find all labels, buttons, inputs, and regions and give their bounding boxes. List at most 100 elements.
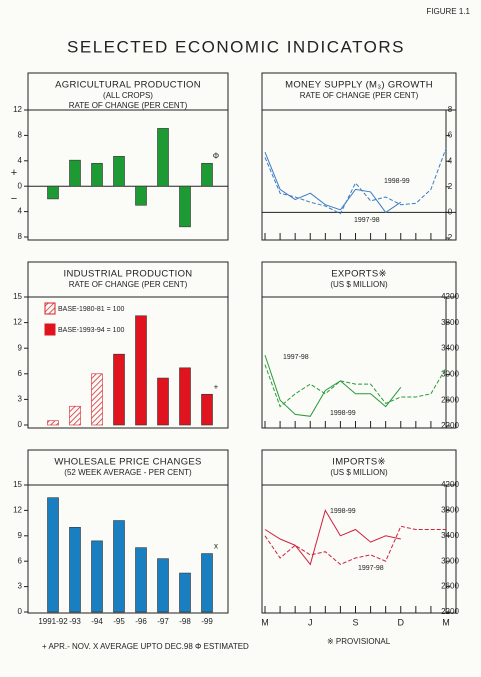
series-line [264, 152, 402, 214]
series-label: 1997-98 [358, 565, 384, 572]
footnote: + APR.- NOV. X AVERAGE UPTO DEC.98 Φ EST… [42, 642, 249, 651]
series-line [264, 148, 447, 215]
y-tick-label: 3 [18, 395, 23, 404]
x-tick-label: -94 [91, 617, 103, 626]
series-line [264, 364, 447, 408]
bar [113, 520, 125, 613]
bar-marker: x [214, 542, 218, 551]
bar [179, 185, 191, 228]
y-tick-label: 3800 [441, 506, 459, 515]
bar [157, 558, 169, 613]
panel-frame [261, 261, 457, 429]
x-tick-label: S [352, 617, 358, 627]
panel-subtitle: (52 WEEK AVERAGE - PER CENT) [64, 468, 192, 477]
sign-label: − [11, 193, 17, 205]
bar [113, 353, 125, 426]
legend-swatch [44, 323, 56, 336]
x-tick-label: -99 [201, 617, 213, 626]
panel-subtitle: (US $ MILLION) [330, 280, 388, 289]
bar [47, 420, 59, 426]
bar [113, 156, 125, 187]
x-tick-label: M [261, 617, 269, 627]
x-tick-label: -96 [135, 617, 147, 626]
series-label: 1997-98 [354, 217, 380, 224]
y-tick-label: 15 [13, 292, 22, 301]
x-tick-label: -93 [69, 617, 81, 626]
y-tick-label: 8 [18, 232, 23, 241]
bar [135, 185, 147, 206]
panel-title: INDUSTRIAL PRODUCTION [64, 269, 193, 280]
bar [91, 540, 103, 613]
y-tick-label: 0 [18, 181, 23, 190]
panel-frame [261, 449, 457, 614]
bar [135, 315, 147, 426]
bar [135, 547, 147, 613]
x-tick-label: M [442, 617, 450, 627]
y-tick-label: 9 [18, 531, 23, 540]
panel-title: IMPORTS※ [332, 457, 385, 468]
y-tick-label: 3000 [441, 370, 459, 379]
bar [91, 163, 103, 187]
y-tick-label: 3800 [441, 318, 459, 327]
y-tick-label: 12 [13, 318, 22, 327]
y-tick-label: 0 [18, 607, 23, 616]
figure-number: FIGURE 1.1 [426, 7, 470, 16]
series-line [264, 525, 446, 565]
x-tick-label: -97 [157, 617, 169, 626]
y-tick-label: 2200 [441, 421, 459, 430]
panel-title: AGRICULTURAL PRODUCTION [55, 80, 201, 91]
y-tick-label: 2200 [441, 607, 459, 616]
y-tick-label: 2 [448, 182, 453, 191]
panel-title: EXPORTS※ [331, 269, 387, 280]
bar [47, 497, 59, 613]
series-label: 1998-99 [330, 508, 356, 515]
x-tick-label: 1991-92 [38, 617, 68, 626]
footnote: ※ PROVISIONAL [327, 637, 391, 646]
figure-title: SELECTED ECONOMIC INDICATORS [67, 37, 405, 56]
panel-title: MONEY SUPPLY (M₃) GROWTH [285, 80, 433, 91]
series-line [264, 354, 402, 417]
bar [91, 373, 103, 426]
y-tick-label: 6 [18, 556, 23, 565]
y-tick-label: 6 [448, 131, 453, 140]
y-tick-label: 3 [18, 582, 23, 591]
bar [69, 159, 81, 187]
legend-swatch [44, 302, 56, 315]
x-tick-label: D [398, 617, 405, 627]
x-tick-label: -95 [113, 617, 125, 626]
bar [69, 405, 81, 426]
panel-title: WHOLESALE PRICE CHANGES [54, 457, 201, 468]
bar [201, 393, 213, 426]
bar [179, 572, 191, 613]
bar [47, 185, 59, 200]
panel-frame [261, 72, 457, 241]
y-tick-label: 12 [13, 105, 22, 114]
bar-marker: + [214, 382, 219, 391]
y-tick-label: 15 [13, 480, 22, 489]
y-tick-label: 8 [18, 131, 23, 140]
x-tick-label: J [308, 617, 313, 627]
series-label: 1997-98 [283, 354, 309, 361]
legend-label: BASE-1980-81 = 100 [58, 306, 124, 313]
y-tick-label: 3000 [441, 556, 459, 565]
y-tick-label: 0 [18, 420, 23, 429]
y-tick-label: 4 [448, 156, 453, 165]
y-tick-label: 2 [448, 233, 453, 242]
y-tick-label: 4 [18, 156, 23, 165]
bar [157, 128, 169, 187]
panel-subtitle: RATE OF CHANGE (PER CENT) [69, 280, 188, 289]
panel-subtitle: (US $ MILLION) [330, 468, 388, 477]
bar [179, 367, 191, 426]
panel-subtitle: (ALL CROPS) [103, 91, 153, 100]
y-tick-label: 4 [18, 207, 23, 216]
series-label: 1998-99 [384, 178, 410, 185]
bar-marker: Φ [213, 151, 219, 160]
bar [157, 377, 169, 426]
x-tick-label: -98 [179, 617, 191, 626]
y-tick-label: 2600 [441, 395, 459, 404]
panel-subtitle: RATE OF CHANGE (PER CENT) [69, 101, 188, 110]
bar [201, 553, 213, 613]
y-tick-label: 12 [13, 506, 22, 515]
y-tick-label: 2600 [441, 582, 459, 591]
